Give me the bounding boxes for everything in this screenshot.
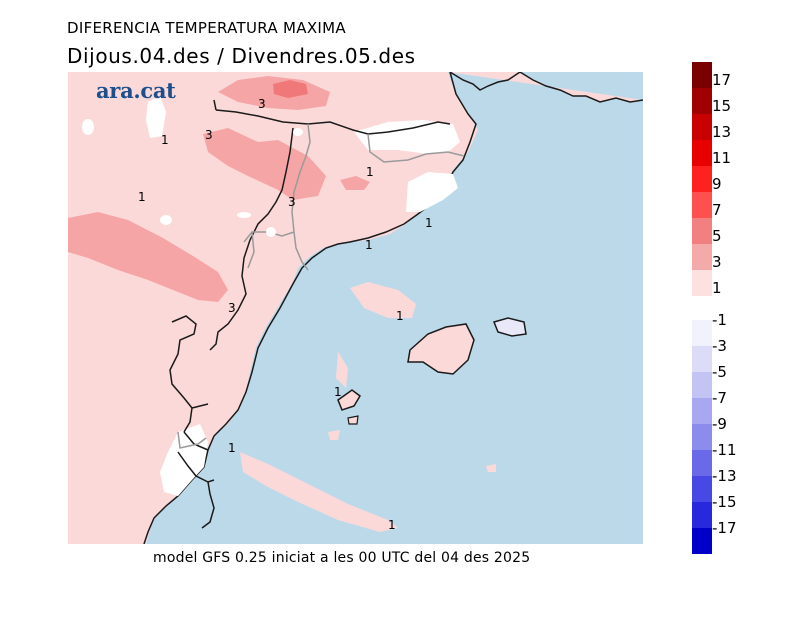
colorbar-tick-label: -17	[712, 519, 737, 537]
colorbar-tick-label: -3	[712, 337, 727, 355]
model-info: model GFS 0.25 iniciat a les 00 UTC del …	[153, 550, 531, 566]
coastline-france	[143, 72, 477, 544]
colorbar-swatch-negative	[692, 424, 712, 450]
contour-label: 1	[228, 441, 236, 455]
colorbar-swatch-positive	[692, 270, 712, 296]
ara-cat-logo: ara.cat	[96, 78, 176, 103]
border-spain-france	[213, 99, 451, 135]
colorbar-tick-label: 1	[712, 279, 722, 297]
contour-label: 1	[366, 165, 374, 179]
island-formentera	[347, 415, 359, 425]
colorbar-tick-label: -15	[712, 493, 737, 511]
neutral-blob-4	[266, 227, 276, 237]
colorbar-tick-label: 17	[712, 71, 732, 89]
colorbar-swatch-negative	[692, 502, 712, 528]
contour-label: 1	[388, 518, 396, 532]
anomaly-3-5-small	[340, 176, 370, 190]
colorbar-tick-label: -9	[712, 415, 727, 433]
colorbar-swatch-negative	[692, 346, 712, 372]
anomaly-3-5-west	[68, 212, 228, 302]
colorbar-swatch-negative	[692, 320, 712, 346]
contour-label: 3	[205, 128, 213, 142]
colorbar-swatch-negative	[692, 476, 712, 502]
neutral-blob-2	[237, 212, 251, 218]
colorbar-swatch-negative	[692, 398, 712, 424]
colorbar-swatch-negative	[692, 372, 712, 398]
neutral-blob-3	[293, 128, 303, 136]
contour-label: 1	[365, 238, 373, 252]
contour-label: 1	[161, 133, 169, 147]
colorbar-tick-label: 11	[712, 149, 732, 167]
island-ibiza	[337, 389, 361, 411]
neutral-zone-nw	[146, 96, 166, 138]
colorbar-swatch-positive	[692, 166, 712, 192]
colorbar-swatch-negative	[692, 528, 712, 554]
neutral-zone-girona	[406, 172, 458, 212]
border-grey-east	[177, 133, 465, 449]
border-catalonia-aragon	[209, 127, 294, 351]
neutral-blob-1	[160, 215, 172, 225]
colorbar-swatch-negative	[692, 450, 712, 476]
coastline-gulf-lion	[449, 72, 643, 103]
neutral-zone-pyrenees	[354, 120, 460, 154]
colorbar-tick-label: -7	[712, 389, 727, 407]
colorbar-swatch-positive	[692, 62, 712, 88]
anomaly-sea-patch-4	[328, 430, 340, 440]
contour-label: 3	[228, 301, 236, 315]
anomaly-sea-patch-1	[350, 282, 416, 318]
colorbar-tick-label: -13	[712, 467, 737, 485]
border-valencia-murcia	[177, 431, 215, 529]
anomaly-sea-patch-2	[240, 452, 398, 532]
contour-label: 1	[425, 216, 433, 230]
colorbar-tick-label: -11	[712, 441, 737, 459]
colorbar-tick-label: 5	[712, 227, 722, 245]
colorbar-swatch-positive	[692, 192, 712, 218]
chart-period: Dijous.04.des / Divendres.05.des	[67, 44, 416, 68]
border-aragon-valencia	[169, 315, 209, 433]
colorbar-swatch-positive	[692, 140, 712, 166]
anomaly-sea-patch-5	[486, 464, 496, 472]
anomaly-3-5-center	[203, 128, 326, 200]
contour-label: 1	[396, 309, 404, 323]
neutral-blob-5	[82, 119, 94, 135]
contour-label: 3	[288, 195, 296, 209]
colorbar-swatch-positive	[692, 114, 712, 140]
contour-label: 3	[258, 97, 266, 111]
anomaly-sea-patch-3	[336, 352, 348, 388]
anomaly-5-7-core	[273, 80, 308, 98]
colorbar-tick-label: 7	[712, 201, 722, 219]
colorbar	[692, 62, 712, 554]
colorbar-tick-label: -1	[712, 311, 727, 329]
colorbar-tick-label: 13	[712, 123, 732, 141]
island-mallorca	[407, 323, 475, 375]
contour-label: 1	[334, 385, 342, 399]
colorbar-swatch-positive	[692, 88, 712, 114]
colorbar-swatch-positive	[692, 218, 712, 244]
chart-title: DIFERENCIA TEMPERATURA MAXIMA	[67, 19, 346, 37]
colorbar-swatch-positive	[692, 244, 712, 270]
colorbar-tick-label: 9	[712, 175, 722, 193]
contour-label: 1	[138, 190, 146, 204]
forecast-map: 3 3 3 3 1 1 1 1 1 1 1 1 1	[68, 72, 643, 544]
island-menorca	[492, 317, 527, 337]
colorbar-tick-label: 15	[712, 97, 732, 115]
colorbar-tick-label: 3	[712, 253, 722, 271]
colorbar-tick-label: -5	[712, 363, 727, 381]
